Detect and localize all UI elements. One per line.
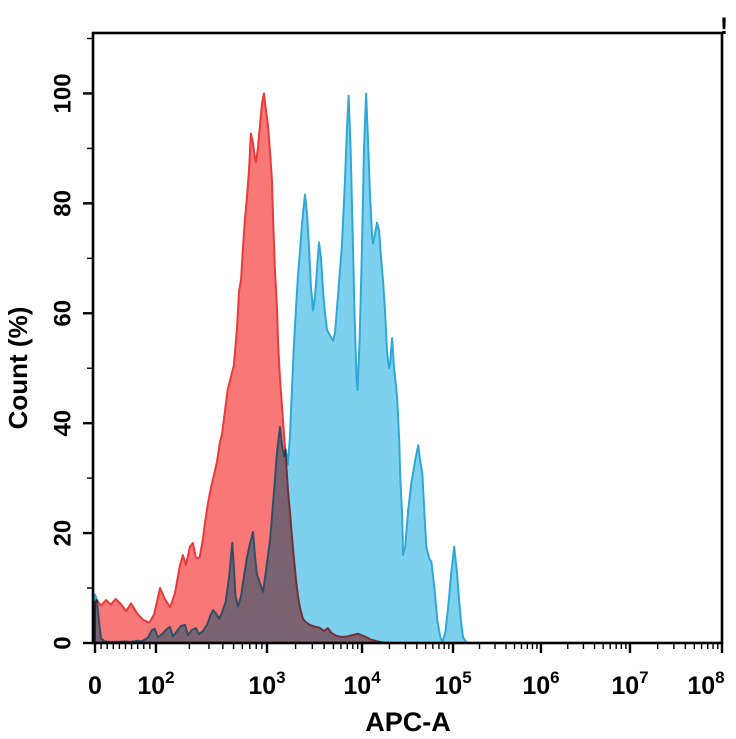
clipped-glyph: !: [720, 13, 728, 40]
plot-border: [91, 31, 724, 645]
x-axis-tick-label: 0: [88, 672, 102, 700]
y-axis-tick-label: 80: [50, 190, 77, 217]
x-axis-tick-label: 102: [137, 668, 174, 700]
y-axis-ticks: [83, 37, 92, 645]
cyan-histogram: [94, 92, 469, 643]
y-axis-tick-label: 40: [50, 410, 77, 437]
x-axis-tick-label: 105: [434, 668, 471, 700]
x-axis-tick-labels: 0 102 103 104 105 106 107 108: [88, 668, 725, 700]
y-axis-tick-label: 20: [50, 520, 77, 547]
x-axis-ticks: [93, 644, 724, 653]
x-axis-tick-label: 103: [248, 668, 285, 700]
y-axis-tick-labels: 0 20 40 60 80 100: [50, 73, 77, 649]
histogram-curves: [94, 92, 469, 643]
x-axis-tick-label: 107: [611, 668, 648, 700]
y-axis-title: Count (%): [3, 307, 33, 430]
y-axis-tick-label: 60: [50, 300, 77, 327]
x-axis-title: APC-A: [365, 707, 451, 737]
y-axis-tick-label: 0: [50, 636, 77, 649]
y-axis-tick-label: 100: [50, 73, 77, 113]
x-axis-tick-label: 108: [687, 668, 724, 700]
x-axis-tick-label: 106: [522, 668, 559, 700]
x-axis-tick-label: 104: [343, 668, 381, 700]
